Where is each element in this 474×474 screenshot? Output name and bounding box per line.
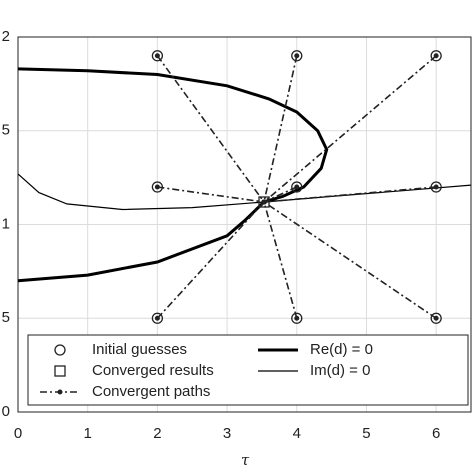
initial-guess xyxy=(291,181,303,193)
series-line xyxy=(17,173,472,211)
plot-frame xyxy=(17,36,472,413)
legend-symbol xyxy=(57,389,63,395)
converged-result xyxy=(258,196,270,208)
legend-label: Initial guesses xyxy=(92,341,187,358)
path-dot xyxy=(154,315,160,321)
x-tick-label: 4 xyxy=(293,425,301,442)
x-axis-label: τ xyxy=(241,451,250,469)
path-dot xyxy=(433,315,439,321)
legend-symbol xyxy=(54,344,66,356)
path-dot xyxy=(261,199,267,205)
initial-guess xyxy=(430,181,442,193)
series-line xyxy=(156,55,437,319)
legend-label: Im(d) = 0 xyxy=(310,362,370,379)
y-tick-label: 5 xyxy=(2,309,10,326)
initial-guess xyxy=(151,50,164,62)
legend-label: Re(d) = 0 xyxy=(310,341,373,358)
y-tick-label: 5 xyxy=(2,122,10,139)
legend-label: Convergent paths xyxy=(92,383,210,400)
path-dot xyxy=(294,315,300,321)
path-dot xyxy=(154,184,160,190)
x-tick-label: 6 xyxy=(432,425,440,442)
path-dot xyxy=(433,53,439,59)
x-tick-label: 5 xyxy=(362,425,370,442)
y-tick-label: 2 xyxy=(2,28,10,45)
path-dot xyxy=(294,184,300,190)
x-tick-label: 2 xyxy=(153,425,161,442)
path-dot xyxy=(433,184,439,190)
x-tick-label: 3 xyxy=(223,425,231,442)
legend: Initial guesses Converged results Converge… xyxy=(27,334,469,406)
series-line xyxy=(17,67,329,283)
initial-guess xyxy=(430,50,442,62)
x-tick-label: 0 xyxy=(14,425,22,442)
path-dot xyxy=(294,53,300,59)
initial-guess xyxy=(291,50,303,62)
legend-box xyxy=(27,334,469,406)
initial-guess xyxy=(151,312,164,324)
x-tick-label: 1 xyxy=(84,425,92,442)
y-tick-label: 0 xyxy=(2,403,10,420)
path-dot xyxy=(154,53,160,59)
legend-label: Converged results xyxy=(92,362,214,379)
legend-symbol xyxy=(54,365,66,377)
y-tick-label: 1 xyxy=(2,215,10,232)
initial-guess xyxy=(151,181,164,193)
initial-guess xyxy=(291,312,303,324)
initial-guess xyxy=(430,312,442,324)
